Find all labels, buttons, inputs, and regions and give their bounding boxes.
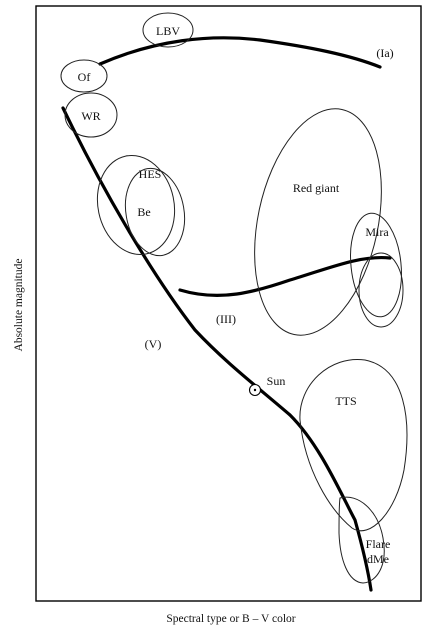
region-hes-label: HES: [139, 167, 162, 181]
region-mira-outline: [350, 212, 402, 318]
branch-iii-curve: [178, 255, 392, 297]
region-lbv-label: LBV: [156, 24, 180, 38]
branch-ia-label: (Ia): [376, 46, 393, 60]
plot-frame: [35, 5, 422, 602]
region-wr-outline: [64, 92, 118, 138]
region-red-giant-outline: [254, 108, 382, 336]
sun-label: Sun: [267, 374, 286, 388]
region-of-outline: [60, 59, 108, 93]
region-be-outline: [124, 167, 186, 257]
region-tts-outline: [299, 358, 408, 532]
region-tts-label: TTS: [335, 394, 356, 408]
region-dme-label: dMe: [367, 552, 389, 566]
x-axis-label: Spectral type or B – V color: [166, 613, 295, 625]
region-mira-label: Mira: [365, 225, 389, 239]
region-be-label: Be: [137, 205, 150, 219]
branch-v-curve: [61, 106, 373, 592]
branch-iii-label: (III): [216, 312, 236, 326]
region-hes-outline: [96, 154, 176, 256]
region-lbv-outline: [142, 12, 194, 48]
branch-v-label: (V): [145, 337, 162, 351]
sun-symbol-icon: [248, 383, 262, 397]
region-flare-dme-outline: [338, 496, 385, 584]
region-of-label: Of: [78, 70, 91, 84]
region-red-giant-label: Red giant: [293, 181, 340, 195]
region-mira-inner-outline: [358, 252, 404, 328]
branch-ia-curve: [98, 36, 382, 69]
region-wr-label: WR: [81, 109, 100, 123]
region-flare-label: Flare: [366, 537, 391, 551]
y-axis-label: Absolute magnitude: [13, 259, 25, 352]
